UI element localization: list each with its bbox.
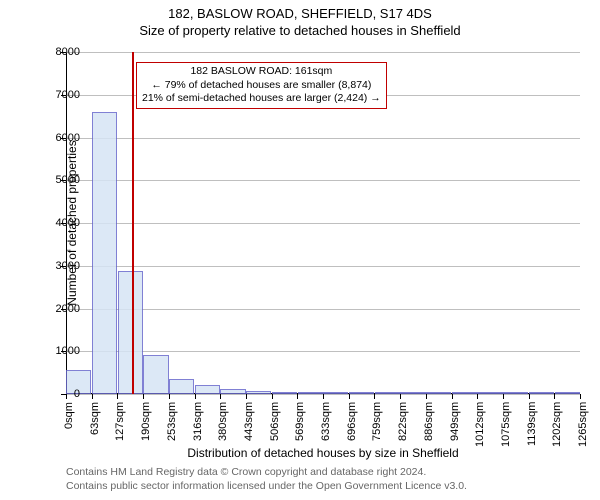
x-tick-mark bbox=[297, 394, 298, 399]
x-tick-label: 316sqm bbox=[192, 402, 204, 441]
x-tick-label: 696sqm bbox=[346, 402, 358, 441]
x-tick-mark bbox=[169, 394, 170, 399]
x-tick-label: 569sqm bbox=[294, 402, 306, 441]
x-tick-mark bbox=[426, 394, 427, 399]
x-tick-mark bbox=[323, 394, 324, 399]
histogram-bar bbox=[349, 392, 374, 394]
histogram-bar bbox=[426, 392, 451, 394]
histogram-bar bbox=[323, 392, 348, 394]
histogram-bar bbox=[400, 392, 425, 394]
gridline bbox=[66, 138, 580, 139]
x-tick-label: 63sqm bbox=[89, 402, 101, 435]
x-tick-label: 1075sqm bbox=[500, 402, 512, 447]
gridline bbox=[66, 180, 580, 181]
x-tick-mark bbox=[503, 394, 504, 399]
y-tick-label: 8000 bbox=[36, 46, 80, 58]
histogram-bar bbox=[92, 112, 117, 394]
gridline bbox=[66, 223, 580, 224]
gridline bbox=[66, 52, 580, 53]
footer-line1: Contains HM Land Registry data © Crown c… bbox=[66, 466, 426, 478]
y-tick-label: 5000 bbox=[36, 174, 80, 186]
x-tick-mark bbox=[529, 394, 530, 399]
histogram-bar bbox=[375, 392, 400, 394]
y-tick-label: 2000 bbox=[36, 303, 80, 315]
histogram-bar bbox=[220, 389, 245, 394]
histogram-bar bbox=[298, 392, 323, 394]
x-tick-mark bbox=[452, 394, 453, 399]
histogram-bar bbox=[143, 355, 168, 394]
footer-line2: Contains public sector information licen… bbox=[66, 480, 467, 492]
x-tick-label: 949sqm bbox=[449, 402, 461, 441]
x-tick-label: 1265sqm bbox=[577, 402, 589, 447]
x-tick-label: 190sqm bbox=[140, 402, 152, 441]
x-tick-label: 886sqm bbox=[423, 402, 435, 441]
x-tick-mark bbox=[554, 394, 555, 399]
x-tick-label: 380sqm bbox=[217, 402, 229, 441]
x-tick-label: 759sqm bbox=[371, 402, 383, 441]
y-tick-label: 6000 bbox=[36, 132, 80, 144]
gridline bbox=[66, 266, 580, 267]
x-tick-mark bbox=[477, 394, 478, 399]
page-title-line1: 182, BASLOW ROAD, SHEFFIELD, S17 4DS bbox=[0, 0, 600, 21]
x-tick-label: 443sqm bbox=[243, 402, 255, 441]
histogram-bar bbox=[452, 392, 477, 394]
x-tick-mark bbox=[349, 394, 350, 399]
x-axis-label: Distribution of detached houses by size … bbox=[66, 446, 580, 460]
x-tick-mark bbox=[272, 394, 273, 399]
x-tick-label: 0sqm bbox=[63, 402, 75, 429]
y-tick-label: 3000 bbox=[36, 260, 80, 272]
annotation-line2: ← 79% of detached houses are smaller (8,… bbox=[142, 79, 381, 93]
x-tick-mark bbox=[92, 394, 93, 399]
gridline bbox=[66, 309, 580, 310]
histogram-bar bbox=[477, 392, 502, 394]
x-tick-mark bbox=[220, 394, 221, 399]
histogram-bar bbox=[555, 392, 580, 394]
x-tick-label: 127sqm bbox=[114, 402, 126, 441]
x-tick-label: 253sqm bbox=[166, 402, 178, 441]
x-tick-label: 1202sqm bbox=[551, 402, 563, 447]
y-tick-label: 0 bbox=[36, 388, 80, 400]
x-tick-label: 1139sqm bbox=[526, 402, 538, 446]
x-tick-mark bbox=[374, 394, 375, 399]
page-title-line2: Size of property relative to detached ho… bbox=[0, 21, 600, 38]
gridline bbox=[66, 351, 580, 352]
x-tick-label: 1012sqm bbox=[474, 402, 486, 447]
x-tick-label: 822sqm bbox=[397, 402, 409, 441]
x-tick-mark bbox=[246, 394, 247, 399]
x-tick-mark bbox=[580, 394, 581, 399]
histogram-bar bbox=[169, 379, 194, 394]
histogram-bar bbox=[503, 392, 528, 394]
x-tick-mark bbox=[195, 394, 196, 399]
property-marker-line bbox=[132, 52, 134, 394]
x-tick-label: 633sqm bbox=[320, 402, 332, 441]
histogram-bar bbox=[195, 385, 220, 394]
y-tick-label: 4000 bbox=[36, 217, 80, 229]
annotation-line1: 182 BASLOW ROAD: 161sqm bbox=[142, 65, 381, 79]
x-tick-mark bbox=[143, 394, 144, 399]
y-tick-label: 7000 bbox=[36, 89, 80, 101]
x-tick-mark bbox=[400, 394, 401, 399]
x-tick-label: 506sqm bbox=[269, 402, 281, 441]
x-tick-mark bbox=[117, 394, 118, 399]
histogram-bar bbox=[118, 271, 143, 394]
histogram-bar bbox=[246, 391, 271, 394]
y-tick-label: 1000 bbox=[36, 345, 80, 357]
annotation-box: 182 BASLOW ROAD: 161sqm ← 79% of detache… bbox=[136, 62, 387, 109]
annotation-line3: 21% of semi-detached houses are larger (… bbox=[142, 92, 381, 106]
histogram-bar bbox=[529, 392, 554, 394]
histogram-bar bbox=[272, 392, 297, 394]
